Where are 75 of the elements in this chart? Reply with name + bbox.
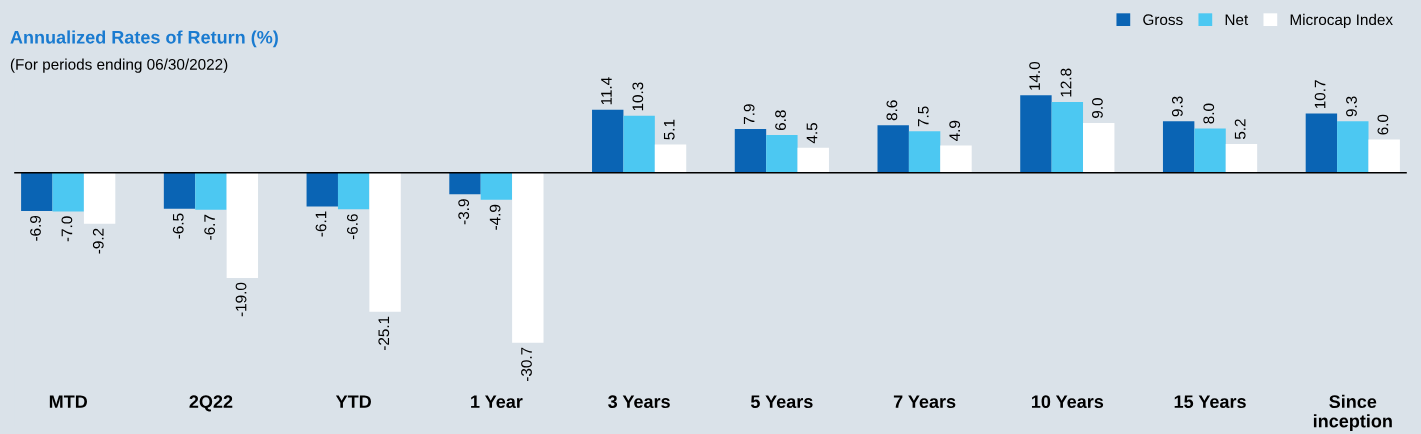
bar — [623, 115, 655, 173]
legend-label: Net — [1225, 14, 1249, 26]
x-tick-label: 15 Years — [1174, 395, 1246, 409]
bar — [512, 172, 544, 343]
bar — [1225, 143, 1258, 173]
data-label: 12.8 — [1060, 68, 1072, 97]
data-label: 11.4 — [601, 77, 612, 105]
bar — [449, 172, 481, 195]
bar — [83, 172, 116, 224]
data-label: 14.0 — [1029, 61, 1041, 90]
data-label: 4.5 — [806, 123, 818, 144]
legend-label: Microcap Index — [1290, 13, 1393, 29]
data-label: 5.1 — [663, 119, 675, 140]
data-label: -25.1 — [378, 316, 390, 351]
bar — [766, 135, 798, 173]
bar — [1020, 95, 1052, 173]
bar — [306, 172, 338, 207]
data-label: 10.3 — [632, 82, 644, 111]
data-label: -4.9 — [489, 204, 501, 230]
data-label: -6.9 — [30, 215, 41, 241]
data-label: -6.6 — [346, 214, 358, 240]
data-label: 7.5 — [918, 106, 929, 127]
legend-label: Gross — [1143, 14, 1183, 26]
bar — [1162, 121, 1195, 173]
bar — [877, 125, 909, 173]
bar — [734, 129, 767, 173]
data-label: -19.0 — [235, 282, 247, 317]
data-label: 9.0 — [1092, 98, 1103, 118]
bar — [797, 147, 829, 173]
data-label: -9.2 — [92, 228, 104, 254]
data-label: -7.0 — [61, 216, 73, 242]
bar — [1194, 128, 1226, 173]
data-label: 6.0 — [1377, 114, 1389, 135]
data-label: 10.7 — [1314, 80, 1326, 109]
bar — [1305, 113, 1338, 173]
data-label: 7.9 — [743, 104, 755, 124]
data-label: 9.3 — [1346, 96, 1357, 117]
bar — [654, 144, 687, 173]
data-label: 5.2 — [1234, 119, 1246, 140]
data-label: 6.8 — [775, 110, 786, 131]
data-label: -3.9 — [458, 199, 470, 225]
data-label: 8.0 — [1203, 103, 1215, 124]
bar — [480, 172, 513, 200]
x-tick-label: YTD — [335, 395, 371, 408]
bar — [592, 109, 624, 173]
x-tick-label: 5 Years — [750, 395, 813, 409]
bar — [195, 172, 227, 210]
data-label: -6.7 — [204, 214, 216, 240]
bar — [1337, 121, 1369, 173]
bar — [1051, 101, 1084, 173]
chart-title: Annualized Rates of Return (%) — [10, 30, 278, 48]
data-label: 9.3 — [1171, 96, 1183, 117]
x-tick-label: 1 Year — [471, 395, 523, 409]
data-label: 4.9 — [949, 120, 961, 142]
bar — [369, 172, 401, 312]
bar — [226, 172, 259, 278]
x-tick-label: 10 Years — [1031, 395, 1104, 409]
chart-subtitle: (For periods ending 06/30/2022) — [10, 58, 228, 73]
bar — [940, 145, 972, 173]
data-label: -6.1 — [315, 211, 327, 237]
x-tick-label: MTD — [49, 395, 87, 408]
data-label: -30.7 — [521, 347, 532, 382]
x-tick-label: 7 Years — [893, 395, 956, 409]
bar — [1083, 122, 1115, 173]
bar — [337, 172, 370, 210]
x-tick-label: 2Q22 — [189, 395, 233, 412]
bar — [908, 131, 941, 173]
data-label: -6.5 — [172, 213, 184, 239]
bar — [163, 172, 196, 209]
bar — [21, 172, 53, 211]
x-tick-label: 3 Years — [608, 395, 670, 409]
bar — [52, 172, 84, 212]
bar — [1368, 139, 1400, 173]
x-tick-label: Since inception — [1313, 394, 1392, 432]
data-label: 8.6 — [886, 100, 898, 121]
